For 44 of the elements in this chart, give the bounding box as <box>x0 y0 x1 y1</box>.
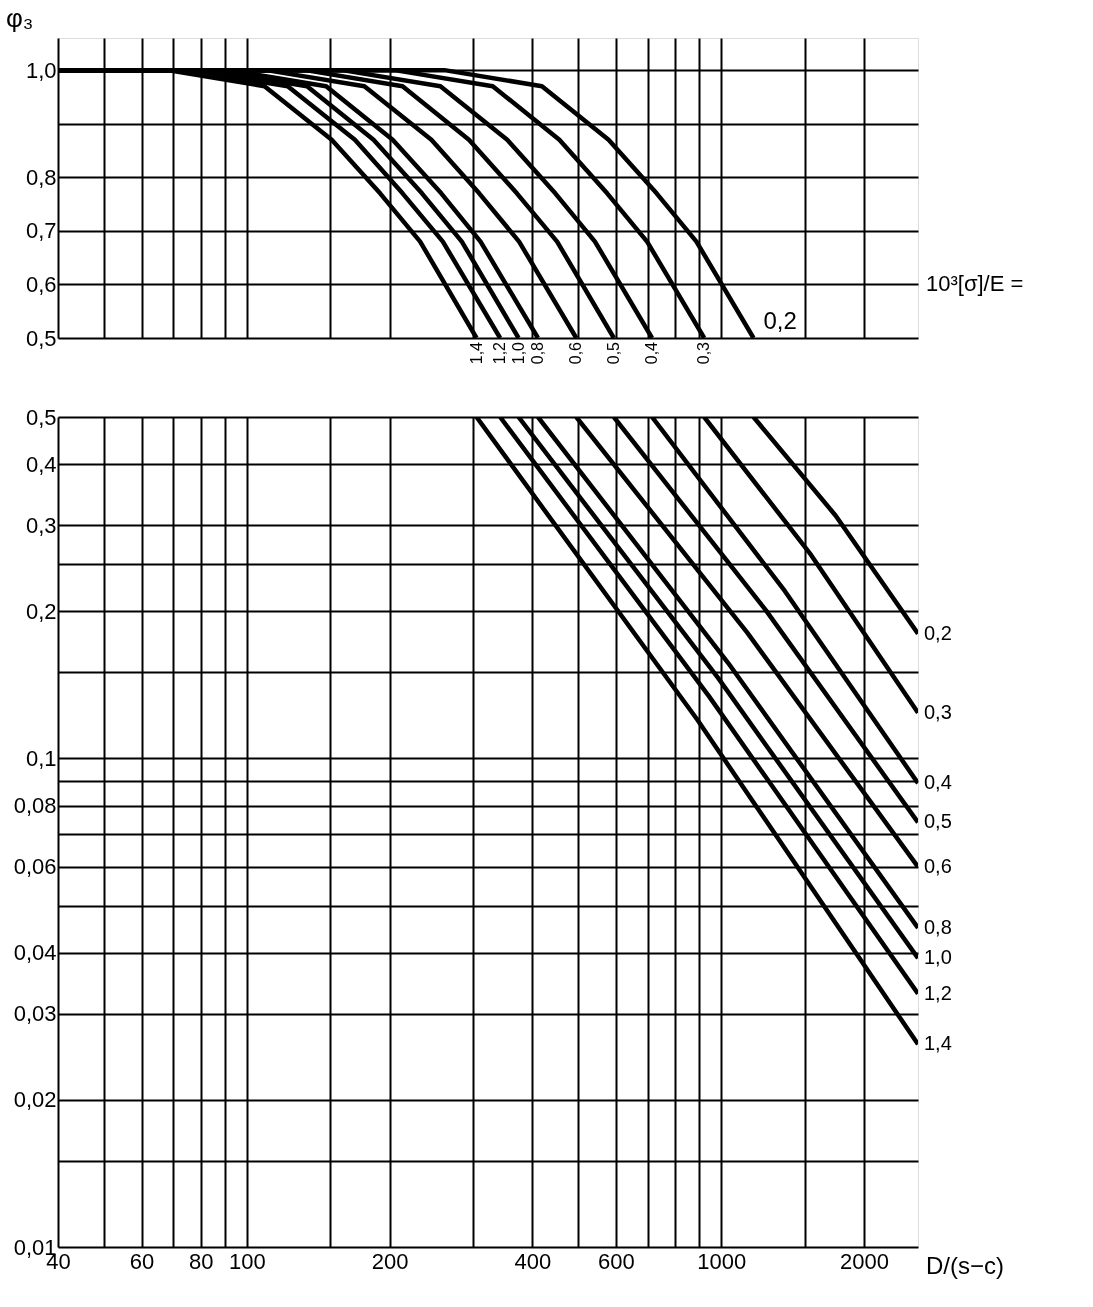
x-tick-label: 80 <box>189 1248 214 1274</box>
y-tick-label: 0,03 <box>13 1001 57 1027</box>
y-tick-label: 0,06 <box>13 854 57 880</box>
y-tick-label: 0,6 <box>25 271 57 297</box>
y-tick-label: 0,04 <box>13 940 57 966</box>
series-label: 1,4 <box>924 1032 952 1055</box>
y-tick-label: 0,5 <box>25 325 57 351</box>
text: 0,5 <box>604 341 622 365</box>
y-tick-label: 0,1 <box>25 745 57 771</box>
series-label: 0,3 <box>924 700 952 723</box>
y-tick-label: 0,4 <box>25 451 57 477</box>
series-label: 1,0 <box>924 946 952 969</box>
text: 0,3 <box>695 341 713 365</box>
text: 1,4 <box>467 341 485 365</box>
x-tick-label: 400 <box>514 1248 552 1274</box>
legend-title: 10³[σ]/E = <box>926 271 1024 296</box>
text: 1,0 <box>509 341 527 365</box>
y-tick-label: 0,2 <box>25 598 57 624</box>
series-label: 0,2 <box>763 307 797 334</box>
text: 0,4 <box>643 341 661 365</box>
x-tick-label: 200 <box>371 1248 409 1274</box>
series-label: 0,2 <box>924 621 952 644</box>
text: 0,6 <box>567 341 585 365</box>
y-tick-label: 0,5 <box>25 404 57 430</box>
y-tick-label: 0,02 <box>13 1087 57 1113</box>
text: 0,8 <box>528 341 546 365</box>
y-tick-label: 0,08 <box>13 793 57 819</box>
y-axis-title: φ₃ <box>6 3 34 33</box>
x-tick-label: 2000 <box>839 1248 889 1274</box>
series-label: 0,8 <box>924 915 952 938</box>
text: 1,2 <box>491 341 509 365</box>
series-label: 1,2 <box>924 981 952 1004</box>
y-tick-label: 0,8 <box>25 164 57 190</box>
y-tick-label: 0,7 <box>25 218 57 244</box>
y-tick-label: 0,3 <box>25 512 57 538</box>
x-axis-title: D/(s−c) <box>926 1252 1004 1279</box>
y-tick-label: 1,0 <box>25 57 57 83</box>
series-label: 0,6 <box>924 854 952 877</box>
x-tick-label: 60 <box>129 1248 155 1274</box>
series-label: 0,4 <box>924 771 952 794</box>
x-tick-label: 1000 <box>697 1248 747 1274</box>
series-label: 0,5 <box>924 810 952 833</box>
x-tick-label: 600 <box>598 1248 635 1274</box>
x-tick-label: 100 <box>228 1248 266 1274</box>
